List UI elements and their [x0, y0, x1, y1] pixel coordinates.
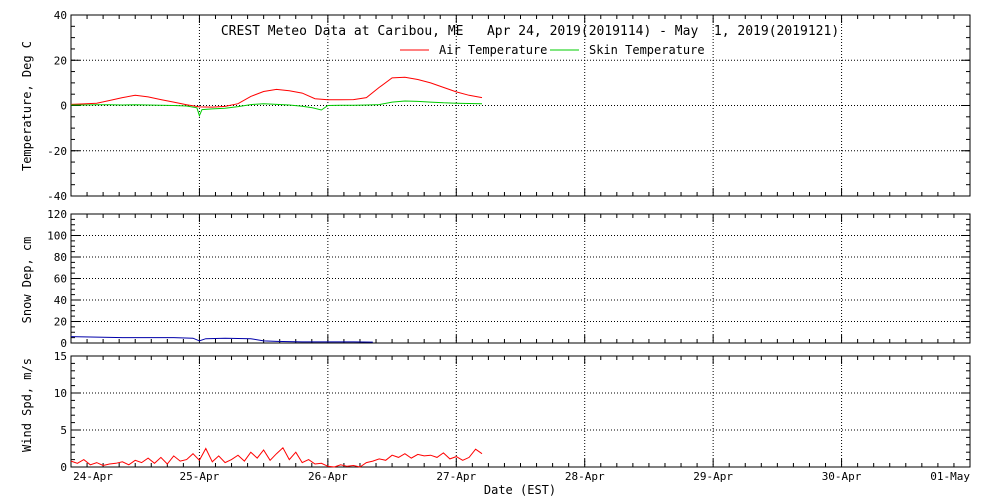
wind-ytick-label: 0 — [60, 461, 67, 474]
temperature-ytick-label: -40 — [47, 190, 67, 203]
temperature-ytick-label: -20 — [47, 145, 67, 158]
temperature-axis-label: Temperature, Deg C — [20, 41, 34, 171]
wind-speed-panel: 0 5 10 15 — [54, 350, 971, 474]
snow-series-0-line — [70, 336, 373, 343]
legend-air-temperature-label: Air Temperature — [439, 43, 547, 57]
snow-depth-panel: 0 20 40 60 80 100 120 — [47, 208, 971, 350]
snow-ytick-label: 120 — [47, 208, 67, 221]
x-tick-label: 30-Apr — [822, 470, 862, 483]
wind-series-0-line — [70, 446, 483, 468]
wind-axis-label: Wind Spd, m/s — [20, 358, 34, 452]
chart-title: CREST Meteo Data at Caribou, ME Apr 24, … — [221, 24, 839, 39]
x-tick-label: 24-Apr — [73, 470, 113, 483]
snow-ytick-label: 60 — [54, 273, 67, 286]
wind-ytick-label: 15 — [54, 350, 67, 363]
wind-ytick-label: 10 — [54, 387, 67, 400]
x-tick-label: 28-Apr — [565, 470, 605, 483]
temperature-panel: -40 -20 0 20 40 — [47, 9, 971, 203]
snow-ytick-label: 80 — [54, 251, 67, 264]
x-tick-label: 01-May — [930, 470, 970, 483]
temperature-ytick-label: 20 — [54, 54, 67, 67]
snow-ytick-label: 100 — [47, 230, 67, 243]
x-tick-label: 25-Apr — [180, 470, 220, 483]
x-tick-label: 26-Apr — [308, 470, 348, 483]
x-tick-label: 29-Apr — [693, 470, 733, 483]
x-tick-labels: 24-Apr 25-Apr 26-Apr 27-Apr 28-Apr 29-Apr 30-A… — [73, 470, 970, 483]
temperature-series-1-line — [71, 100, 483, 118]
wind-ytick-label: 5 — [60, 424, 67, 437]
snow-ytick-label: 0 — [60, 337, 67, 350]
snow-ytick-label: 20 — [54, 316, 67, 329]
x-tick-label: 27-Apr — [436, 470, 476, 483]
temperature-ytick-label: 40 — [54, 9, 67, 22]
legend-skin-temperature-label: Skin Temperature — [589, 43, 705, 57]
snow-ytick-label: 40 — [54, 294, 67, 307]
temperature-ytick-label: 0 — [60, 100, 67, 113]
legend: Air Temperature Skin Temperature — [400, 43, 705, 57]
snow-axis-label: Snow Dep, cm — [20, 237, 34, 324]
temperature-series-0-line — [70, 76, 483, 108]
x-axis-label: Date (EST) — [484, 483, 556, 497]
